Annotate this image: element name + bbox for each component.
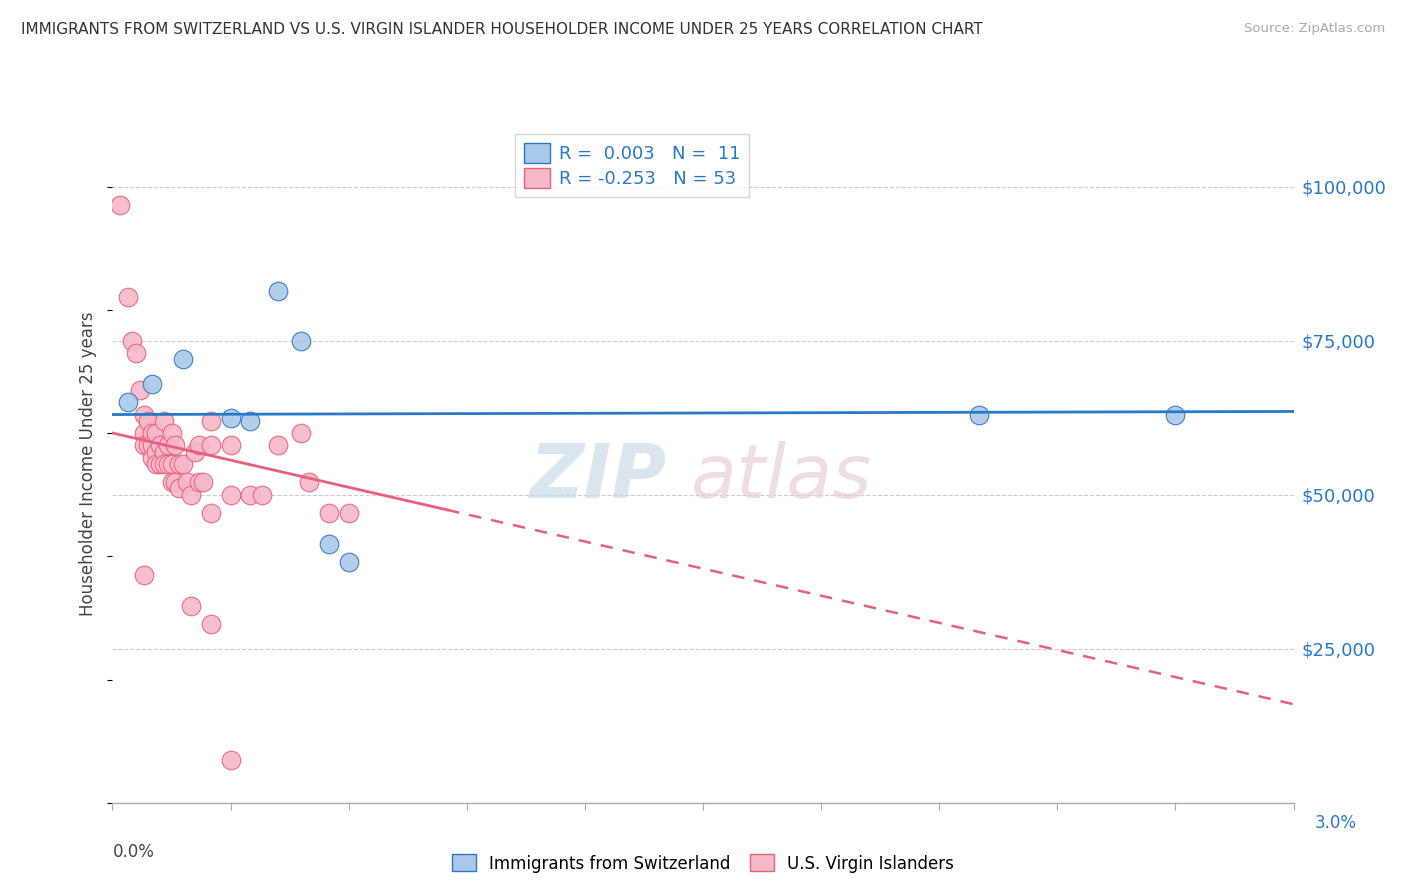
- Text: ZIP: ZIP: [530, 441, 668, 514]
- Point: [117, 290, 139, 304]
- Point: [290, 425, 312, 440]
- Point: [219, 438, 242, 452]
- Point: [149, 438, 172, 452]
- Point: [219, 488, 242, 502]
- Point: [191, 475, 214, 490]
- Point: [165, 438, 187, 452]
- Point: [169, 457, 191, 471]
- Point: [250, 488, 273, 502]
- Point: [967, 408, 990, 422]
- Point: [149, 457, 172, 471]
- Point: [188, 438, 211, 452]
- Point: [267, 438, 290, 452]
- Point: [180, 599, 202, 613]
- Point: [129, 383, 152, 397]
- Point: [141, 425, 163, 440]
- Point: [219, 753, 242, 767]
- Point: [200, 414, 222, 428]
- Point: [160, 457, 183, 471]
- Point: [141, 450, 163, 465]
- Point: [337, 506, 360, 520]
- Point: [132, 408, 155, 422]
- Point: [141, 438, 163, 452]
- Point: [132, 567, 155, 582]
- Point: [132, 425, 155, 440]
- Y-axis label: Householder Income Under 25 years: Householder Income Under 25 years: [79, 311, 97, 616]
- Point: [152, 457, 174, 471]
- Legend: Immigrants from Switzerland, U.S. Virgin Islanders: Immigrants from Switzerland, U.S. Virgin…: [446, 847, 960, 880]
- Point: [200, 438, 222, 452]
- Point: [298, 475, 321, 490]
- Point: [267, 285, 290, 299]
- Point: [152, 444, 174, 458]
- Point: [172, 352, 194, 367]
- Point: [239, 414, 262, 428]
- Point: [290, 334, 312, 348]
- Point: [145, 444, 167, 458]
- Point: [337, 556, 360, 570]
- Point: [152, 414, 174, 428]
- Point: [169, 482, 191, 496]
- Point: [145, 425, 167, 440]
- Text: Source: ZipAtlas.com: Source: ZipAtlas.com: [1244, 22, 1385, 36]
- Point: [117, 395, 139, 409]
- Point: [318, 506, 340, 520]
- Point: [145, 457, 167, 471]
- Text: atlas: atlas: [692, 442, 873, 514]
- Point: [160, 475, 183, 490]
- Text: 3.0%: 3.0%: [1315, 814, 1357, 831]
- Text: IMMIGRANTS FROM SWITZERLAND VS U.S. VIRGIN ISLANDER HOUSEHOLDER INCOME UNDER 25 : IMMIGRANTS FROM SWITZERLAND VS U.S. VIRG…: [21, 22, 983, 37]
- Point: [172, 457, 194, 471]
- Point: [156, 457, 179, 471]
- Point: [239, 488, 262, 502]
- Point: [180, 488, 202, 502]
- Point: [219, 410, 242, 425]
- Point: [121, 334, 143, 348]
- Point: [132, 438, 155, 452]
- Point: [136, 414, 159, 428]
- Legend: R =  0.003   N =  11, R = -0.253   N = 53: R = 0.003 N = 11, R = -0.253 N = 53: [515, 134, 749, 197]
- Point: [156, 438, 179, 452]
- Point: [141, 376, 163, 391]
- Text: 0.0%: 0.0%: [112, 844, 155, 862]
- Point: [188, 475, 211, 490]
- Point: [165, 475, 187, 490]
- Point: [160, 425, 183, 440]
- Point: [318, 537, 340, 551]
- Point: [1164, 408, 1187, 422]
- Point: [200, 617, 222, 632]
- Point: [125, 346, 148, 360]
- Point: [136, 438, 159, 452]
- Point: [200, 506, 222, 520]
- Point: [184, 444, 207, 458]
- Point: [110, 198, 132, 212]
- Point: [176, 475, 198, 490]
